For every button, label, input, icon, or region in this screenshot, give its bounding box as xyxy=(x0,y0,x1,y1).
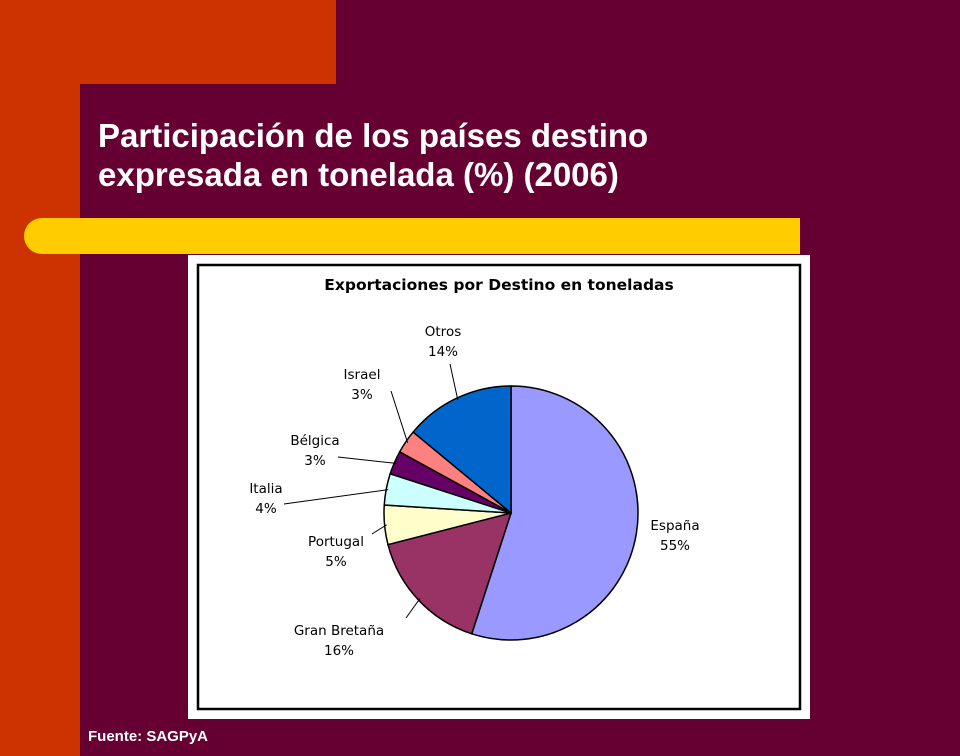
chart-border xyxy=(196,263,802,711)
slide-title: Participación de los países destino expr… xyxy=(98,116,858,194)
leader-line xyxy=(337,456,397,464)
slice-value-label: 4% xyxy=(255,501,277,517)
slice-label: Otros xyxy=(425,324,461,340)
pie-slice-espa-a xyxy=(470,385,639,641)
source-note: Fuente: SAGPyA xyxy=(88,728,209,745)
slice-value-label: 3% xyxy=(304,453,326,469)
slice-label: Israel xyxy=(344,367,381,383)
title-line-2: expresada en tonelada (%) (2006) xyxy=(98,156,619,193)
leader-line xyxy=(449,363,459,401)
top-accent-block xyxy=(80,0,336,84)
leader-line xyxy=(390,390,409,443)
leader-line xyxy=(405,598,421,619)
slice-label: España xyxy=(650,518,699,534)
left-accent-band xyxy=(0,0,80,756)
pie-chart: Exportaciones por Destino en toneladas E… xyxy=(196,263,802,711)
slice-value-label: 5% xyxy=(325,554,347,570)
slice-label: Bélgica xyxy=(290,433,339,449)
slice-value-label: 14% xyxy=(428,344,458,360)
leader-line xyxy=(371,524,387,535)
slice-value-label: 3% xyxy=(351,387,373,403)
slice-label: Gran Bretaña xyxy=(294,623,384,639)
chart-title: Exportaciones por Destino en toneladas xyxy=(324,276,673,294)
title-line-1: Participación de los países destino xyxy=(98,117,649,154)
yellow-divider-bar xyxy=(24,218,800,254)
slice-label: Portugal xyxy=(308,534,364,550)
slice-value-label: 16% xyxy=(324,643,354,659)
slice-value-label: 55% xyxy=(660,538,690,554)
leader-line xyxy=(283,489,389,505)
chart-panel: Exportaciones por Destino en toneladas E… xyxy=(188,255,810,719)
slice-label: Italia xyxy=(249,481,282,497)
